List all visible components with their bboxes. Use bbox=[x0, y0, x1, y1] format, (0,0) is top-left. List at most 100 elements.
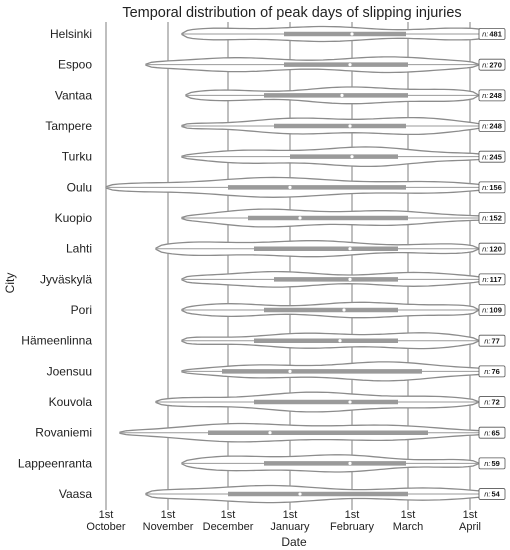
count-value: 270 bbox=[489, 60, 502, 69]
count-prefix: n: bbox=[482, 275, 488, 284]
count-prefix: n: bbox=[484, 428, 490, 437]
count-badge-box bbox=[478, 212, 506, 224]
x-tick-label: March bbox=[393, 521, 424, 533]
count-label: n:270 bbox=[482, 60, 502, 69]
count-prefix: n: bbox=[484, 367, 490, 376]
city-label: Turku bbox=[62, 150, 92, 164]
median-marker bbox=[298, 216, 302, 220]
count-value: 117 bbox=[490, 275, 502, 284]
count-value: 76 bbox=[491, 367, 499, 376]
x-tick-label: 1st bbox=[161, 509, 176, 521]
median-marker bbox=[338, 339, 342, 343]
count-label: n:76 bbox=[484, 367, 500, 376]
count-badge-box bbox=[478, 120, 506, 132]
count-badge: n:65 bbox=[478, 426, 506, 439]
count-prefix: n: bbox=[482, 244, 488, 253]
count-label: n:65 bbox=[484, 428, 500, 437]
count-badge: n:152 bbox=[478, 212, 506, 224]
city-label: Rovaniemi bbox=[35, 426, 92, 440]
x-tick-label: 1st bbox=[283, 509, 298, 521]
x-tick-label: January bbox=[270, 521, 310, 533]
x-axis-label: Date bbox=[281, 535, 307, 549]
median-marker bbox=[348, 400, 352, 404]
count-badge: n:117 bbox=[478, 273, 506, 286]
count-badge: n:120 bbox=[478, 242, 506, 255]
city-label: Lahti bbox=[66, 242, 92, 256]
count-value: 248 bbox=[489, 91, 502, 100]
count-value: 65 bbox=[491, 428, 499, 437]
city-label: Helsinki bbox=[50, 27, 92, 41]
median-marker bbox=[288, 369, 292, 373]
x-tick-label: 1st bbox=[221, 509, 236, 521]
count-badge-box bbox=[478, 28, 506, 40]
count-value: 248 bbox=[489, 122, 502, 131]
chart-title: Temporal distribution of peak days of sl… bbox=[122, 5, 461, 21]
x-tick-label: 1st bbox=[463, 509, 478, 521]
count-badge-box bbox=[478, 396, 506, 408]
count-label: n:72 bbox=[484, 398, 500, 407]
count-prefix: n: bbox=[484, 459, 490, 468]
count-badges: n:481n:270n:248n:248n:245n:156n:152n:120… bbox=[478, 28, 506, 500]
count-value: 72 bbox=[491, 398, 499, 407]
count-value: 59 bbox=[491, 459, 499, 468]
count-value: 109 bbox=[489, 306, 502, 315]
city-label: Lappeenranta bbox=[18, 456, 92, 470]
count-prefix: n: bbox=[482, 122, 488, 131]
count-badge: n:245 bbox=[478, 150, 506, 163]
count-badge: n:248 bbox=[478, 89, 506, 102]
y-axis-label: City bbox=[3, 273, 17, 294]
violins bbox=[105, 25, 499, 504]
count-value: 54 bbox=[491, 490, 500, 499]
count-prefix: n: bbox=[482, 152, 488, 161]
count-badge: n:59 bbox=[478, 457, 506, 470]
city-label: Vaasa bbox=[59, 487, 92, 501]
count-prefix: n: bbox=[482, 91, 488, 100]
median-marker bbox=[348, 461, 352, 465]
x-tick-label: 1st bbox=[401, 509, 416, 521]
city-label: Kouvola bbox=[49, 395, 93, 409]
count-prefix: n: bbox=[482, 60, 488, 69]
count-prefix: n: bbox=[484, 398, 490, 407]
city-label: Hämeenlinna bbox=[21, 334, 92, 348]
count-badge: n:72 bbox=[478, 396, 506, 408]
median-marker bbox=[268, 431, 272, 435]
count-badge-box bbox=[478, 58, 506, 71]
median-marker bbox=[288, 185, 292, 189]
count-badge-box bbox=[478, 365, 506, 378]
count-label: n:245 bbox=[482, 152, 502, 161]
count-prefix: n: bbox=[482, 30, 488, 39]
count-badge: n:76 bbox=[478, 365, 506, 378]
count-badge: n:109 bbox=[478, 304, 506, 316]
count-label: n:120 bbox=[482, 244, 502, 253]
count-badge: n:156 bbox=[478, 181, 506, 194]
count-label: n:109 bbox=[482, 306, 502, 315]
count-prefix: n: bbox=[484, 336, 490, 345]
count-badge-box bbox=[478, 426, 506, 439]
count-badge-box bbox=[478, 181, 506, 194]
x-tick-label: November bbox=[143, 521, 194, 533]
median-marker bbox=[348, 63, 352, 67]
count-label: n:248 bbox=[482, 91, 502, 100]
city-label: Tampere bbox=[45, 119, 92, 133]
count-label: n:54 bbox=[484, 490, 500, 499]
median-marker bbox=[348, 124, 352, 128]
count-badge: n:77 bbox=[478, 334, 506, 347]
count-value: 152 bbox=[489, 214, 502, 223]
count-badge: n:270 bbox=[478, 58, 506, 71]
median-marker bbox=[348, 277, 352, 281]
count-badge: n:248 bbox=[478, 120, 506, 132]
count-badge-box bbox=[478, 150, 506, 163]
median-marker bbox=[298, 492, 302, 496]
count-label: n:77 bbox=[484, 336, 500, 345]
count-badge-box bbox=[478, 273, 506, 286]
count-badge-box bbox=[478, 242, 506, 255]
median-marker bbox=[342, 308, 346, 312]
city-label: Joensuu bbox=[47, 364, 92, 378]
x-tick-labels: 1stOctober1stNovember1stDecember1stJanua… bbox=[86, 509, 481, 533]
x-tick-label: April bbox=[459, 521, 481, 533]
count-value: 245 bbox=[489, 152, 502, 161]
city-label: Vantaa bbox=[55, 88, 92, 102]
city-label: Pori bbox=[71, 303, 92, 317]
count-badge: n:481 bbox=[478, 28, 506, 40]
